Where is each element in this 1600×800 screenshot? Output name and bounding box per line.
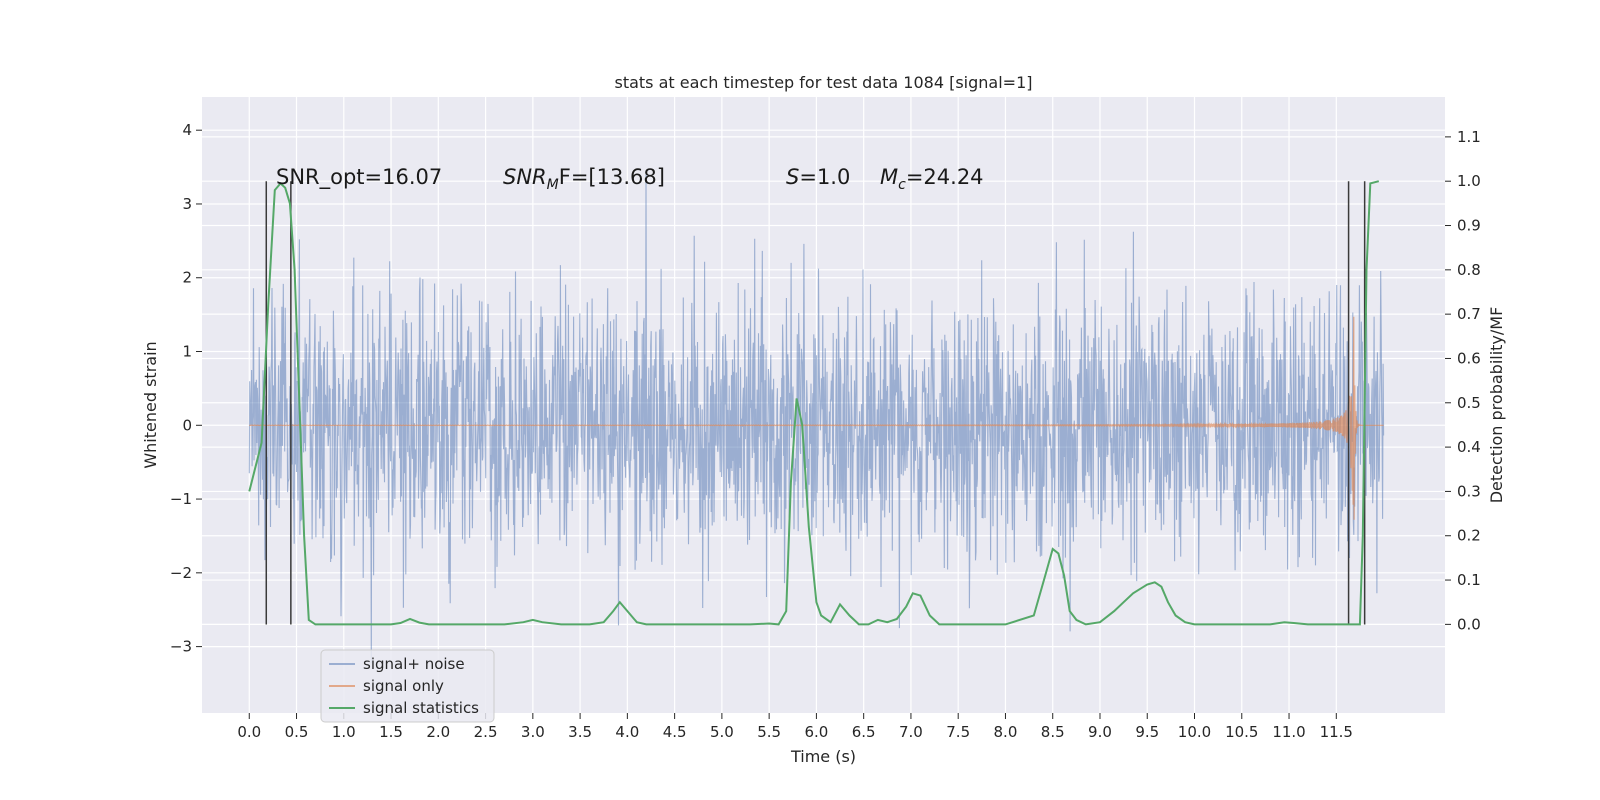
right-tick-label: 0.1 bbox=[1457, 571, 1481, 589]
right-tick-label: 0.8 bbox=[1457, 261, 1481, 279]
legend-label: signal only bbox=[363, 677, 444, 695]
y-tick-label: −1 bbox=[170, 490, 192, 508]
plot-series bbox=[248, 174, 1385, 664]
signal-statistics-line bbox=[248, 180, 1380, 626]
y-tick-label: 3 bbox=[182, 195, 192, 213]
x-tick-label: 10.0 bbox=[1178, 723, 1211, 741]
x-tick-label: 9.5 bbox=[1135, 723, 1159, 741]
legend-box bbox=[320, 649, 495, 723]
right-axis-label: Detection probability/MF bbox=[1487, 307, 1506, 504]
y-axis-label: Whitened strain bbox=[141, 341, 160, 468]
x-tick-label: 5.0 bbox=[710, 723, 734, 741]
x-axis-ticks: 0.0 0.5 1.0 1.5 2.0 2.5 3.0 3.5 4.0 4.5 5.0 5.5 6.0 6… bbox=[237, 713, 1353, 741]
x-tick-label: 0.5 bbox=[285, 723, 309, 741]
chart-title: stats at each timestep for test data 108… bbox=[614, 73, 1032, 92]
x-tick-label: 3.0 bbox=[521, 723, 545, 741]
x-tick-label: 10.5 bbox=[1225, 723, 1258, 741]
signal-plus-noise-line bbox=[248, 174, 1385, 664]
y-tick-label: 0 bbox=[182, 416, 192, 434]
x-tick-label: 6.5 bbox=[852, 723, 876, 741]
y-tick-label: 2 bbox=[182, 269, 192, 287]
annotations: SNR_opt=16.07 SNRMF=[13.68] S=1.0 Mc=24.… bbox=[276, 165, 984, 193]
annotation-snr-mf-base: SNR bbox=[503, 165, 547, 189]
right-tick-label: 0.4 bbox=[1457, 438, 1481, 456]
annotation-mc: Mc=24.24 bbox=[880, 165, 984, 193]
right-tick-label: 1.0 bbox=[1457, 172, 1481, 190]
x-tick-label: 3.5 bbox=[568, 723, 592, 741]
annotation-s-value: =1.0 bbox=[799, 165, 850, 189]
x-tick-label: 1.0 bbox=[332, 723, 356, 741]
annotation-s: S=1.0 bbox=[786, 165, 850, 189]
right-tick-label: 1.1 bbox=[1457, 128, 1481, 146]
y-tick-label: −2 bbox=[170, 564, 192, 582]
signal-only-line bbox=[249, 316, 1384, 520]
x-tick-label: 1.5 bbox=[379, 723, 403, 741]
x-tick-label: 6.0 bbox=[804, 723, 828, 741]
x-axis-label: Time (s) bbox=[790, 747, 856, 766]
x-tick-label: 7.0 bbox=[899, 723, 923, 741]
y-axis-ticks: −3 −2 −1 0 1 2 3 4 bbox=[170, 121, 202, 656]
right-axis-ticks: 0.0 0.1 0.2 0.3 0.4 0.5 0.6 0.7 0.8 0.9 1.0 1.1 bbox=[1445, 128, 1481, 633]
annotation-snr-mf-sub: M bbox=[547, 177, 559, 193]
x-tick-label: 11.5 bbox=[1320, 723, 1353, 741]
right-tick-label: 0.2 bbox=[1457, 527, 1481, 545]
right-tick-label: 0.7 bbox=[1457, 305, 1481, 323]
annotation-mc-sub: c bbox=[898, 177, 906, 193]
x-tick-label: 4.5 bbox=[663, 723, 687, 741]
annotation-mc-symbol: M bbox=[880, 165, 898, 189]
y-tick-label: −3 bbox=[170, 638, 192, 656]
y-tick-label: 1 bbox=[182, 343, 192, 361]
annotation-snr-mf: SNRMF=[13.68] bbox=[503, 165, 665, 193]
x-tick-label: 8.0 bbox=[994, 723, 1018, 741]
x-tick-label: 5.5 bbox=[757, 723, 781, 741]
right-tick-label: 0.5 bbox=[1457, 394, 1481, 412]
right-tick-label: 0.9 bbox=[1457, 217, 1481, 235]
x-tick-label: 11.0 bbox=[1272, 723, 1305, 741]
annotation-mc-value: =24.24 bbox=[906, 165, 984, 189]
annotation-snr-mf-rest: F=[13.68] bbox=[559, 165, 665, 189]
x-tick-label: 4.0 bbox=[615, 723, 639, 741]
right-tick-label: 0.0 bbox=[1457, 615, 1481, 633]
legend-label: signal statistics bbox=[363, 699, 479, 717]
x-tick-label: 2.0 bbox=[426, 723, 450, 741]
annotation-s-symbol: S bbox=[786, 165, 799, 189]
x-tick-label: 7.5 bbox=[946, 723, 970, 741]
y-tick-label: 4 bbox=[182, 121, 192, 139]
annotation-snr-opt: SNR_opt=16.07 bbox=[276, 165, 442, 190]
legend-label: signal+ noise bbox=[363, 655, 465, 673]
x-tick-label: 8.5 bbox=[1041, 723, 1065, 741]
x-tick-label: 9.0 bbox=[1088, 723, 1112, 741]
right-tick-label: 0.6 bbox=[1457, 349, 1481, 367]
right-tick-label: 0.3 bbox=[1457, 482, 1481, 500]
x-tick-label: 0.0 bbox=[237, 723, 261, 741]
legend: signal+ noise signal only signal statistic… bbox=[320, 649, 495, 723]
x-tick-label: 2.5 bbox=[474, 723, 498, 741]
